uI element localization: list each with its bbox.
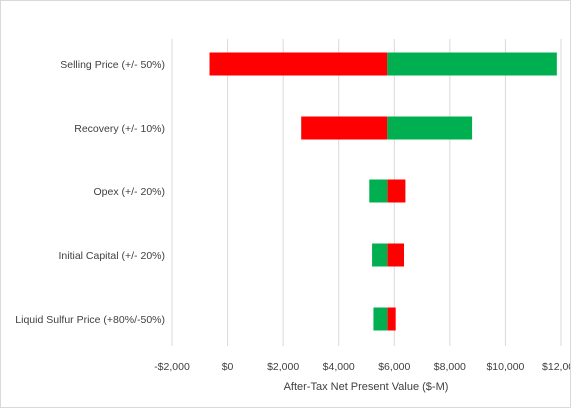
bar-green bbox=[373, 307, 388, 331]
x-tick-label: $0 bbox=[222, 361, 234, 373]
bar-red bbox=[387, 243, 405, 267]
category-label: Initial Capital (+/- 20%) bbox=[58, 250, 165, 262]
bars bbox=[209, 52, 557, 331]
x-tick-label: -$2,000 bbox=[154, 361, 190, 373]
x-tick-label: $8,000 bbox=[434, 361, 466, 373]
category-label: Opex (+/- 20%) bbox=[94, 186, 166, 198]
bar-green bbox=[387, 52, 557, 76]
x-axis-title: After-Tax Net Present Value ($-M) bbox=[284, 381, 449, 393]
bar-green bbox=[387, 116, 473, 140]
x-tick-label: $10,000 bbox=[486, 361, 524, 373]
category-label: Selling Price (+/- 50%) bbox=[60, 59, 165, 71]
x-tick-label: $2,000 bbox=[267, 361, 299, 373]
category-labels: Selling Price (+/- 50%) Recovery (+/- 10%… bbox=[15, 59, 165, 326]
x-tick-labels: -$2,000 $0 $2,000 $4,000 $6,000 $8,000 $10,000… bbox=[154, 361, 570, 373]
x-tick-label: $12,000 bbox=[542, 361, 570, 373]
gridlines bbox=[171, 39, 562, 346]
category-label: Recovery (+/- 10%) bbox=[74, 123, 165, 135]
x-tick-label: $4,000 bbox=[323, 361, 355, 373]
bar-red bbox=[387, 179, 406, 203]
bar-green bbox=[369, 179, 388, 203]
bar-green bbox=[372, 243, 388, 267]
bar-red bbox=[301, 116, 388, 140]
x-tick-label: $6,000 bbox=[378, 361, 410, 373]
bar-red bbox=[387, 307, 396, 331]
category-label: Liquid Sulfur Price (+80%/-50%) bbox=[15, 314, 165, 326]
bar-red bbox=[209, 52, 388, 76]
